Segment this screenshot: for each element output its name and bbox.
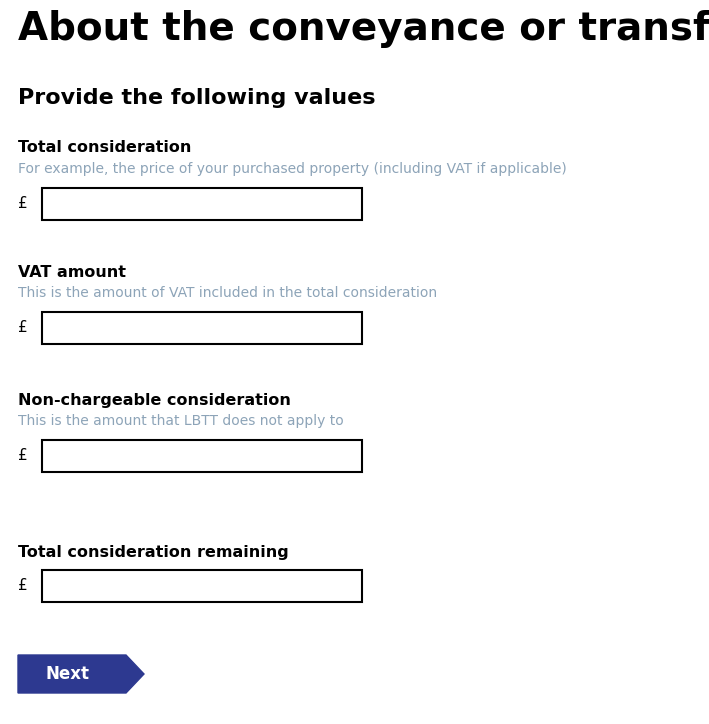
Text: £: £ [18, 448, 28, 463]
Text: VAT amount: VAT amount [18, 265, 126, 280]
Bar [42, 570, 362, 602]
Text: This is the amount of VAT included in the total consideration: This is the amount of VAT included in th… [18, 286, 437, 300]
Text: £: £ [18, 321, 28, 335]
Bar [42, 440, 362, 472]
Text: £: £ [18, 578, 28, 594]
Text: For example, the price of your purchased property (including VAT if applicable): For example, the price of your purchased… [18, 162, 566, 176]
Bar [42, 188, 362, 220]
Text: About the conveyance or transfer: About the conveyance or transfer [18, 10, 709, 48]
Text: Total consideration remaining: Total consideration remaining [18, 545, 289, 560]
Text: £: £ [18, 196, 28, 211]
Text: Provide the following values: Provide the following values [18, 88, 376, 108]
Text: This is the amount that LBTT does not apply to: This is the amount that LBTT does not ap… [18, 414, 344, 428]
Text: Total consideration: Total consideration [18, 140, 191, 155]
Text: Non-chargeable consideration: Non-chargeable consideration [18, 393, 291, 408]
Text: Next: Next [45, 665, 89, 683]
Polygon shape [18, 655, 144, 693]
Bar [42, 312, 362, 344]
